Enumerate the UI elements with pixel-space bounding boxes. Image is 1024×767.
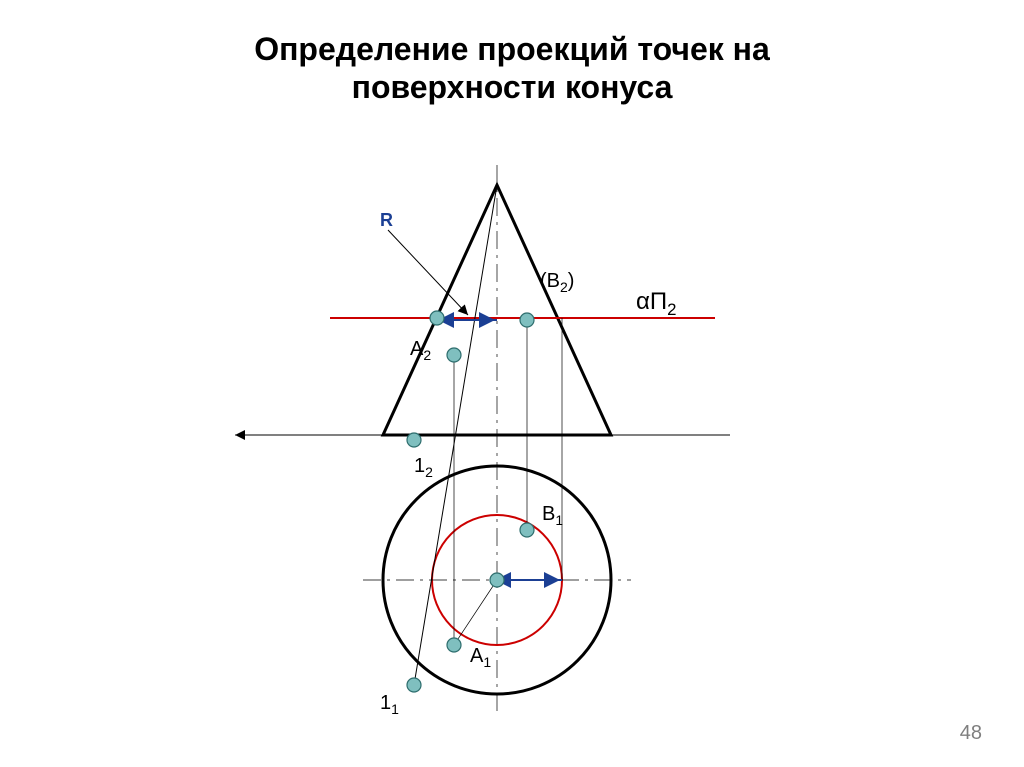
label-A1: A1 [470,645,491,670]
slide-number: 48 [960,722,982,745]
diagram-canvas [0,0,1024,767]
label-1-2: 12 [414,455,433,480]
label-B1: B1 [542,503,563,528]
label-A2: A2 [410,338,431,363]
label-B2: (B2) [540,270,574,295]
label-R: R [380,210,393,231]
label-1-1: 11 [380,692,399,717]
label-alpha-P2: αП2 [636,288,676,320]
